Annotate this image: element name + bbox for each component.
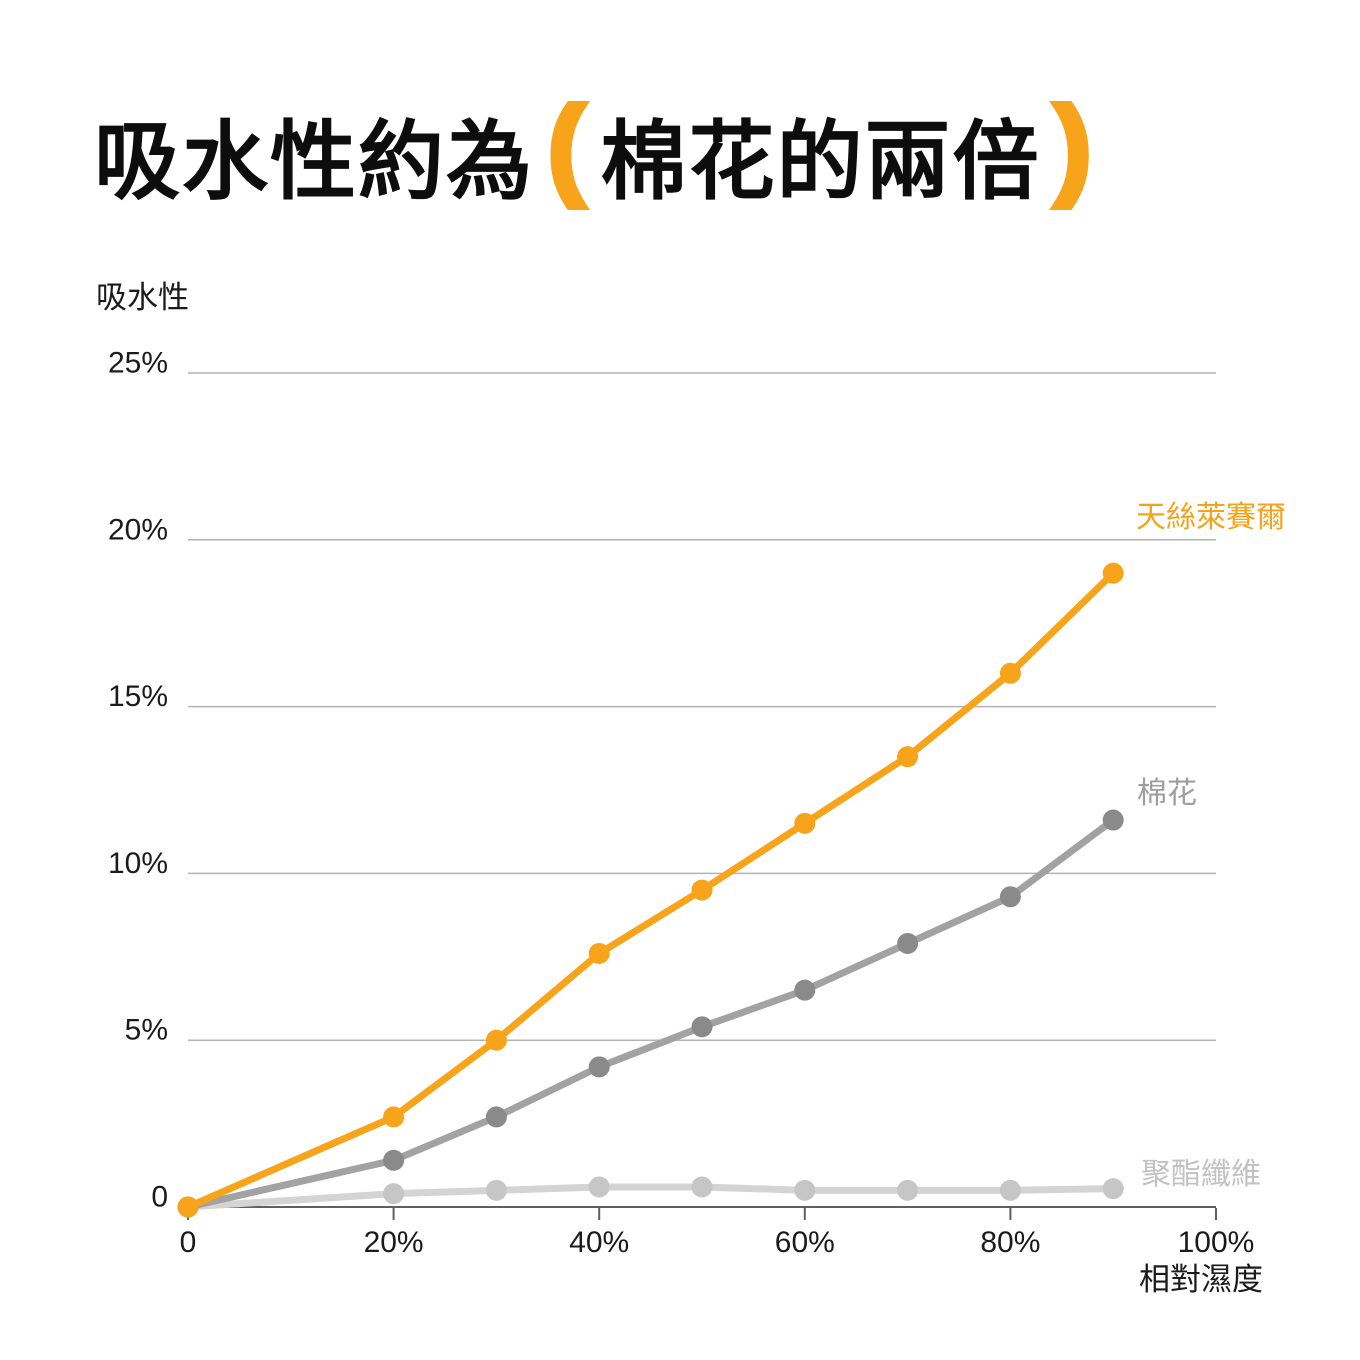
- x-tick-label: 0: [180, 1226, 197, 1259]
- y-axis-title: 吸水性: [96, 280, 189, 315]
- y-tick-label: 15%: [108, 680, 168, 713]
- series-line: [184, 569, 1117, 1211]
- data-point: [1102, 1178, 1124, 1200]
- data-point: [691, 1176, 713, 1198]
- data-point: [485, 1179, 507, 1201]
- x-tick-label: 80%: [980, 1226, 1040, 1259]
- data-point: [897, 932, 919, 954]
- legend-tencel: 天絲萊賽爾: [1136, 501, 1286, 534]
- x-tick-label: 100%: [1178, 1226, 1255, 1259]
- data-point: [1102, 562, 1124, 584]
- data-point: [485, 1029, 507, 1051]
- data-point: [999, 662, 1021, 684]
- y-tick-label: 20%: [108, 513, 168, 546]
- title-prefix: 吸水性約為: [94, 113, 534, 210]
- data-point: [999, 886, 1021, 908]
- title-paren-close-icon: ): [1052, 85, 1095, 208]
- data-point: [588, 1056, 610, 1078]
- data-point: [794, 979, 816, 1001]
- y-tick-label: 25%: [108, 347, 168, 380]
- title-paren-open-icon: (: [545, 85, 588, 208]
- data-point: [588, 1176, 610, 1198]
- data-point: [897, 1179, 919, 1201]
- data-point: [897, 746, 919, 768]
- data-point: [794, 812, 816, 834]
- page-title: 吸水性約為(棉花的兩倍): [94, 88, 1107, 218]
- series-line: [184, 1183, 1117, 1211]
- legend-cotton: 棉花: [1137, 777, 1197, 810]
- y-tick-label: 0: [151, 1181, 168, 1214]
- data-point: [383, 1106, 405, 1128]
- data-point: [383, 1183, 405, 1205]
- data-point: [1102, 809, 1124, 831]
- title-highlight: 棉花的兩倍: [600, 113, 1041, 210]
- data-point: [177, 1196, 199, 1218]
- data-point: [485, 1106, 507, 1128]
- data-point: [999, 1179, 1021, 1201]
- data-point: [383, 1149, 405, 1171]
- x-tick-label: 40%: [569, 1226, 629, 1259]
- data-point: [691, 1016, 713, 1038]
- data-point: [691, 879, 713, 901]
- data-point: [794, 1179, 816, 1201]
- x-tick-label: 20%: [364, 1226, 424, 1259]
- legend-polyester: 聚酯纖維: [1141, 1158, 1261, 1191]
- x-axis-title: 相對濕度: [1139, 1262, 1263, 1297]
- x-tick-label: 60%: [775, 1226, 835, 1259]
- y-tick-label: 5%: [125, 1014, 168, 1047]
- data-point: [588, 942, 610, 964]
- y-tick-label: 10%: [108, 847, 168, 880]
